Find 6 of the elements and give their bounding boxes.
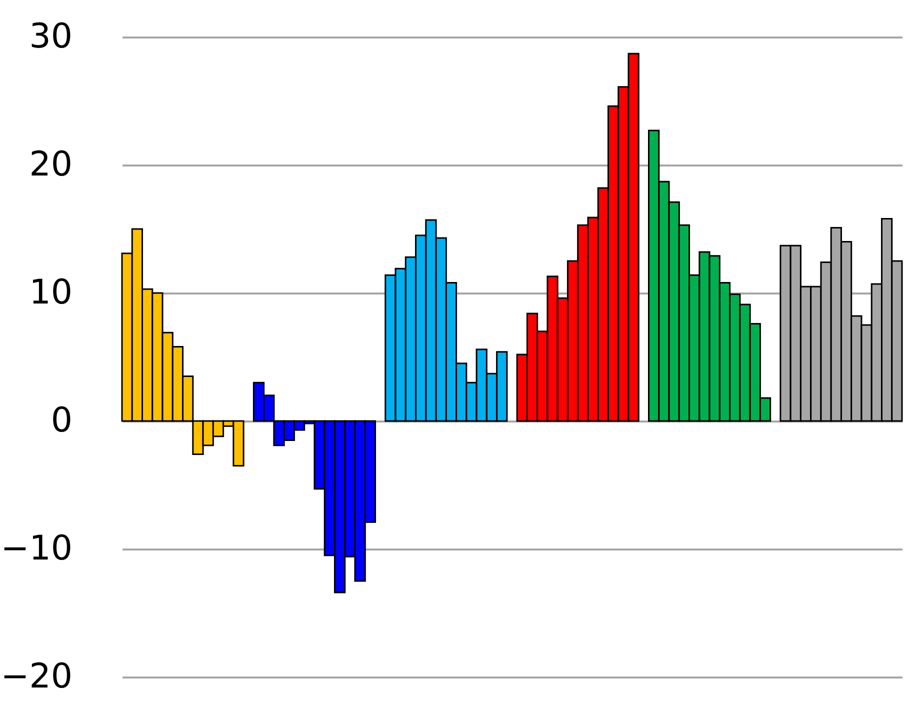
y-tick-label: 20: [29, 144, 72, 184]
y-tick-label: −20: [0, 656, 72, 696]
y-tick-label: 0: [50, 400, 72, 440]
y-tick-label: −10: [0, 528, 72, 568]
y-tick-label: 30: [29, 16, 72, 56]
y-tick-label: 10: [29, 272, 72, 312]
